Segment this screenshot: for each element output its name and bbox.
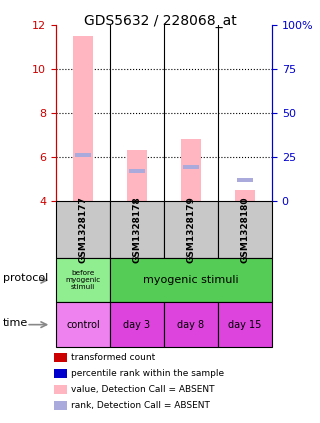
Text: day 3: day 3 <box>124 320 151 330</box>
Text: value, Detection Call = ABSENT: value, Detection Call = ABSENT <box>71 385 214 394</box>
Bar <box>237 178 252 182</box>
Bar <box>181 140 201 201</box>
Text: day 8: day 8 <box>177 320 204 330</box>
Text: rank, Detection Call = ABSENT: rank, Detection Call = ABSENT <box>71 401 210 410</box>
Text: protocol: protocol <box>3 273 48 283</box>
Bar <box>129 169 145 173</box>
Text: time: time <box>3 318 28 327</box>
Bar <box>235 190 255 201</box>
Text: GSM1328177: GSM1328177 <box>78 196 87 263</box>
Text: before
myogenic
stimuli: before myogenic stimuli <box>65 270 100 290</box>
Bar <box>76 153 91 157</box>
Text: GDS5632 / 228068_at: GDS5632 / 228068_at <box>84 14 236 28</box>
Bar <box>127 151 147 201</box>
Text: transformed count: transformed count <box>71 353 155 362</box>
Text: percentile rank within the sample: percentile rank within the sample <box>71 369 224 378</box>
Text: GSM1328178: GSM1328178 <box>132 196 141 263</box>
Text: day 15: day 15 <box>228 320 262 330</box>
Text: GSM1328179: GSM1328179 <box>187 196 196 263</box>
Bar <box>183 165 198 169</box>
Bar <box>73 36 93 201</box>
Text: GSM1328180: GSM1328180 <box>241 196 250 263</box>
Text: myogenic stimuli: myogenic stimuli <box>143 275 239 285</box>
Text: control: control <box>66 320 100 330</box>
